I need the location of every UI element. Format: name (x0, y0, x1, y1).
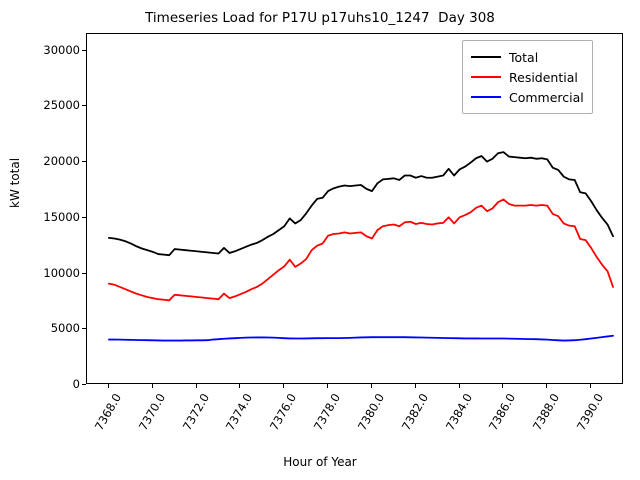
x-tick-label: 7370.0 (135, 391, 168, 433)
legend-label-commercial: Commercial (509, 89, 584, 105)
x-tick-label: 7378.0 (310, 391, 344, 433)
y-tick-mark (82, 272, 86, 274)
y-tick-mark (82, 384, 86, 385)
x-tick-mark (195, 384, 197, 388)
x-tick-label: 7388.0 (530, 391, 563, 433)
y-tick-label: 30000 (43, 42, 80, 57)
y-tick-label: 0 (72, 377, 80, 391)
x-tick-mark (590, 384, 592, 388)
legend-swatch-commercial (471, 96, 501, 98)
x-tick-label: 7374.0 (223, 391, 256, 433)
y-tick-label: 10000 (43, 265, 80, 280)
legend-item-residential: Residential (471, 67, 584, 87)
y-tick-mark (82, 216, 86, 218)
x-tick-label: 7376.0 (267, 391, 300, 433)
x-tick-mark (283, 384, 285, 388)
y-tick-label: 5000 (50, 321, 80, 336)
x-tick-label: 7380.0 (354, 391, 388, 433)
legend-swatch-residential (471, 76, 501, 78)
x-tick-label: 7386.0 (486, 391, 519, 433)
y-tick-label: 25000 (43, 98, 80, 113)
chart-legend: Total Residential Commercial (462, 40, 593, 114)
x-tick-mark (327, 384, 329, 388)
chart-title: Timeseries Load for P17U p17uhs10_1247 D… (145, 10, 495, 26)
y-tick-mark (82, 161, 86, 163)
legend-label-residential: Residential (509, 69, 578, 85)
x-tick-mark (239, 384, 241, 388)
legend-item-commercial: Commercial (471, 87, 584, 107)
series-line-total (108, 151, 614, 257)
x-tick-mark (502, 384, 504, 388)
x-tick-mark (458, 384, 460, 388)
x-tick-mark (370, 384, 372, 388)
y-tick-mark (82, 49, 86, 51)
y-axis-tick-labels: 0 5000 10000 15000 20000 25000 30000 (0, 0, 80, 480)
legend-label-total: Total (509, 49, 539, 65)
x-tick-label: 7390.0 (573, 391, 607, 433)
plot-lines (108, 151, 614, 342)
y-tick-mark (82, 328, 86, 330)
legend-item-total: Total (471, 47, 584, 67)
x-tick-mark (546, 384, 548, 388)
y-tick-label: 20000 (43, 154, 80, 169)
legend-swatch-total (471, 56, 501, 58)
x-tick-label: 7382.0 (398, 391, 431, 433)
x-tick-label: 7372.0 (179, 391, 212, 433)
y-tick-mark (82, 105, 86, 107)
x-tick-mark (414, 384, 416, 388)
x-tick-mark (107, 384, 109, 388)
x-tick-label: 7384.0 (442, 391, 475, 433)
x-tick-label: 7368.0 (91, 391, 125, 433)
series-line-residential (108, 198, 614, 302)
series-line-commercial (108, 334, 614, 342)
x-tick-mark (151, 384, 153, 388)
x-axis-label: Hour of Year (283, 455, 357, 469)
y-tick-label: 15000 (43, 209, 80, 224)
